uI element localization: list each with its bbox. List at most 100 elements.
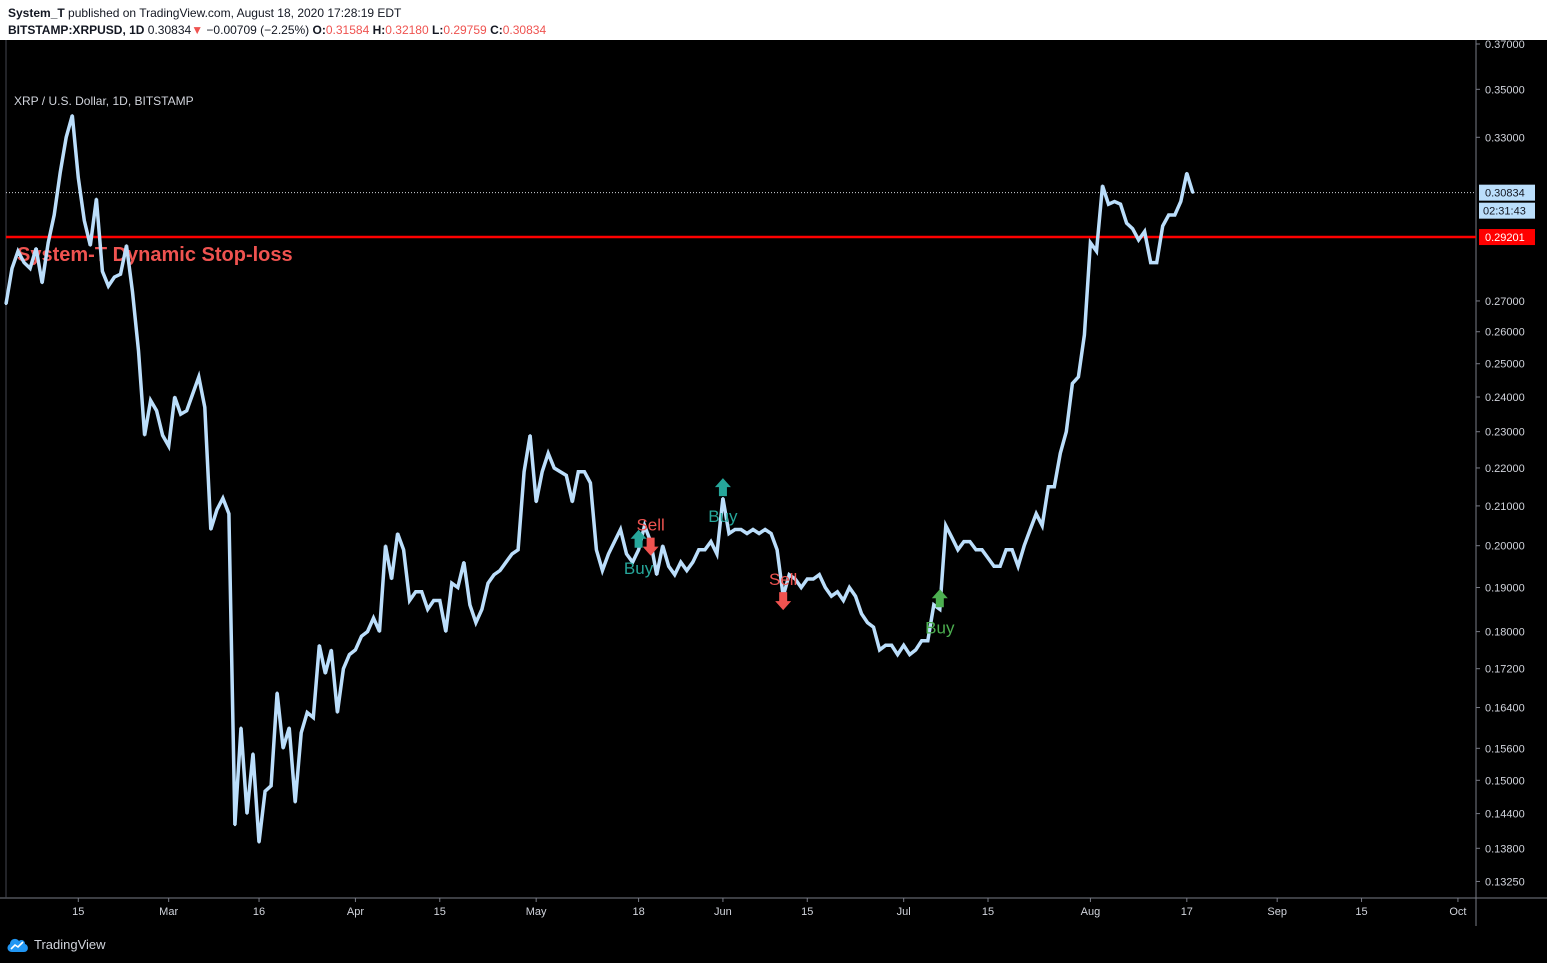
price-point xyxy=(703,548,707,551)
chart-header: System_T published on TradingView.com, A… xyxy=(0,0,1547,40)
price-point xyxy=(631,560,634,564)
stop-loss-badge xyxy=(1479,229,1535,246)
price-point xyxy=(661,544,664,547)
price-point xyxy=(902,644,905,647)
price-point xyxy=(848,586,851,589)
price-point xyxy=(1059,452,1062,455)
price-point xyxy=(643,524,646,527)
price-point xyxy=(866,621,869,624)
price-point xyxy=(691,560,695,564)
price-point xyxy=(836,590,839,594)
price-point xyxy=(1077,375,1080,379)
price-point xyxy=(113,275,116,279)
published-text: published on TradingView.com, August 18,… xyxy=(68,6,402,20)
price-point xyxy=(962,540,966,543)
price-point xyxy=(46,241,50,244)
price-point xyxy=(215,508,219,511)
price-point xyxy=(486,582,490,585)
price-point xyxy=(65,136,68,139)
buy-signal-label: Buy xyxy=(708,507,738,526)
price-point xyxy=(565,474,568,477)
open-label: O: xyxy=(312,23,326,37)
publisher-name[interactable]: System_T xyxy=(8,6,65,20)
price-point xyxy=(522,470,526,473)
price-point xyxy=(721,496,725,500)
price-point xyxy=(119,273,122,276)
chart-symbol-label: XRP / U.S. Dollar, 1D, BITSTAMP xyxy=(14,94,194,108)
price-point xyxy=(245,812,249,815)
price-point xyxy=(342,667,345,670)
y-tick-label: 0.37000 xyxy=(1485,40,1525,51)
tradingview-brand[interactable]: TradingView xyxy=(34,937,106,952)
price-point xyxy=(287,726,291,729)
x-tick-label: 17 xyxy=(1181,906,1193,918)
y-tick-label: 0.26000 xyxy=(1485,327,1525,339)
price-point xyxy=(601,569,604,572)
price-point xyxy=(167,444,170,448)
price-point xyxy=(414,590,417,594)
price-point xyxy=(257,841,261,844)
price-point xyxy=(432,599,435,602)
y-tick-label: 0.15000 xyxy=(1485,775,1525,787)
price-point xyxy=(22,261,26,264)
price-point xyxy=(619,528,622,531)
price-point xyxy=(221,496,225,500)
price-point xyxy=(402,548,405,551)
high-value: 0.32180 xyxy=(385,23,429,37)
change-arrow-icon: ▼ xyxy=(191,23,204,37)
price-point xyxy=(474,621,478,624)
price-point xyxy=(366,630,369,633)
price-point xyxy=(1167,213,1170,217)
price-point xyxy=(89,244,92,247)
price-point xyxy=(293,801,297,804)
price-point xyxy=(1022,544,1026,547)
price-point xyxy=(396,532,399,535)
price-point xyxy=(920,639,923,642)
price-point xyxy=(769,532,773,535)
price-point xyxy=(101,270,104,273)
price-point xyxy=(595,548,598,551)
price-point xyxy=(1113,200,1116,203)
stop-loss-value: 0.29201 xyxy=(1485,232,1525,244)
price-point xyxy=(498,569,502,572)
sell-signal-label: Sell xyxy=(636,516,664,535)
sell-arrow-icon xyxy=(642,537,659,556)
price-point xyxy=(1095,249,1098,253)
x-tick-label: 15 xyxy=(982,906,994,918)
price-point xyxy=(143,434,146,437)
price-chart[interactable]: 0.37000 0.35000 0.33000 0.27000 0.26000 0.250… xyxy=(0,40,1547,926)
price-point xyxy=(510,552,514,556)
price-point xyxy=(191,392,194,395)
price-point xyxy=(137,349,140,352)
chart-area[interactable]: 0.37000 0.35000 0.33000 0.27000 0.26000 0.250… xyxy=(0,40,1547,926)
x-tick-label: 15 xyxy=(801,906,813,918)
price-point xyxy=(348,653,351,656)
price-point xyxy=(944,524,948,527)
price-point xyxy=(673,573,676,576)
price-point xyxy=(107,284,110,288)
price-point xyxy=(751,528,755,531)
tradingview-logo-icon[interactable] xyxy=(6,936,30,954)
price-point xyxy=(4,302,8,306)
price-point xyxy=(40,281,44,285)
price-point xyxy=(992,565,996,568)
price-point xyxy=(384,544,387,547)
y-tick-label: 0.24000 xyxy=(1485,392,1525,404)
price-point xyxy=(842,599,845,602)
low-label: L: xyxy=(432,23,444,37)
price-point xyxy=(884,644,887,647)
price-point xyxy=(420,590,423,594)
y-tick-label: 0.33000 xyxy=(1485,132,1525,144)
y-tick-label: 0.16400 xyxy=(1485,703,1525,715)
price-point xyxy=(896,653,899,656)
price-point xyxy=(77,176,80,180)
price-point xyxy=(1179,200,1182,203)
price-point xyxy=(209,528,213,531)
close-label: C: xyxy=(490,23,503,37)
price-point xyxy=(468,603,472,607)
price-point xyxy=(745,532,749,535)
price-point xyxy=(980,548,984,551)
price-point xyxy=(360,634,363,638)
price-point xyxy=(1047,485,1050,488)
price-point xyxy=(233,823,237,827)
